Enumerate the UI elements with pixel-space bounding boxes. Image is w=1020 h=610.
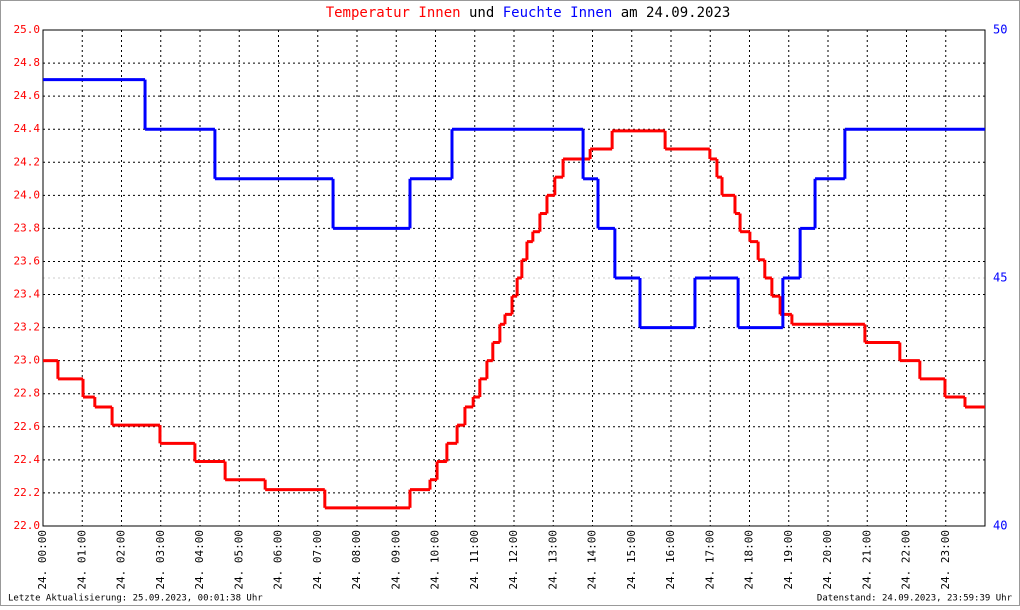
x-tick-label: 24. 13:00 xyxy=(546,530,559,590)
x-tick-label: 24. 11:00 xyxy=(468,530,481,590)
y-tick-label: 24.0 xyxy=(14,188,41,201)
x-tick-label: 24. 02:00 xyxy=(115,530,128,590)
y-tick-label: 22.4 xyxy=(14,453,41,466)
x-tick-label: 24. 07:00 xyxy=(311,530,324,590)
y-tick-label: 23.0 xyxy=(14,354,41,367)
x-tick-label: 24. 18:00 xyxy=(743,530,756,590)
x-tick-label: 24. 23:00 xyxy=(939,530,952,590)
x-tick-label: 24. 17:00 xyxy=(703,530,716,590)
y-tick-label: 23.2 xyxy=(14,321,41,334)
x-tick-label: 24. 14:00 xyxy=(586,530,599,590)
x-tick-label: 24. 05:00 xyxy=(232,530,245,590)
y-tick-label: 24.4 xyxy=(14,122,41,135)
y-tick-label: 24.6 xyxy=(14,89,41,102)
x-tick-label: 24. 00:00 xyxy=(36,530,49,590)
y2-tick-label: 45 xyxy=(993,271,1007,285)
y-tick-label: 22.8 xyxy=(14,387,41,400)
y2-tick-label: 50 xyxy=(993,23,1007,37)
title-part: am 24.09.2023 xyxy=(621,5,731,21)
x-tick-label: 24. 21:00 xyxy=(860,530,873,590)
x-tick-label: 24. 03:00 xyxy=(154,530,167,590)
y-tick-label: 25.0 xyxy=(14,23,41,36)
y-tick-label: 24.2 xyxy=(14,155,41,168)
footer-left: Letzte Aktualisierung: 25.09.2023, 00:01… xyxy=(8,594,263,604)
x-tick-label: 24. 06:00 xyxy=(272,530,285,590)
x-tick-label: 24. 20:00 xyxy=(821,530,834,590)
x-tick-label: 24. 16:00 xyxy=(664,530,677,590)
y-tick-label: 23.4 xyxy=(14,288,41,301)
title-part: und xyxy=(469,5,494,21)
x-tick-label: 24. 22:00 xyxy=(900,530,913,590)
y-tick-label: 23.8 xyxy=(14,221,41,234)
y-tick-label: 22.0 xyxy=(14,519,41,532)
x-tick-label: 24. 09:00 xyxy=(389,530,402,590)
x-tick-label: 24. 15:00 xyxy=(625,530,638,590)
footer-right: Datenstand: 24.09.2023, 23:59:39 Uhr xyxy=(817,594,1013,604)
x-tick-label: 24. 19:00 xyxy=(782,530,795,590)
x-tick-label: 24. 04:00 xyxy=(193,530,206,590)
title-series-2: Feuchte Innen xyxy=(503,5,613,21)
title-series-1: Temperatur Innen xyxy=(326,5,461,21)
y-tick-label: 24.8 xyxy=(14,56,41,69)
chart-title: Temperatur Innen und Feuchte Innen am 24… xyxy=(326,5,731,21)
y-tick-label: 22.6 xyxy=(14,420,41,433)
x-tick-label: 24. 01:00 xyxy=(75,530,88,590)
plot-border xyxy=(42,29,986,527)
x-tick-label: 24. 12:00 xyxy=(507,530,520,590)
y-tick-label: 22.2 xyxy=(14,486,41,499)
x-tick-label: 24. 10:00 xyxy=(429,530,442,590)
x-tick-label: 24. 08:00 xyxy=(350,530,363,590)
y2-tick-label: 40 xyxy=(993,519,1007,533)
y-tick-label: 23.6 xyxy=(14,254,41,267)
